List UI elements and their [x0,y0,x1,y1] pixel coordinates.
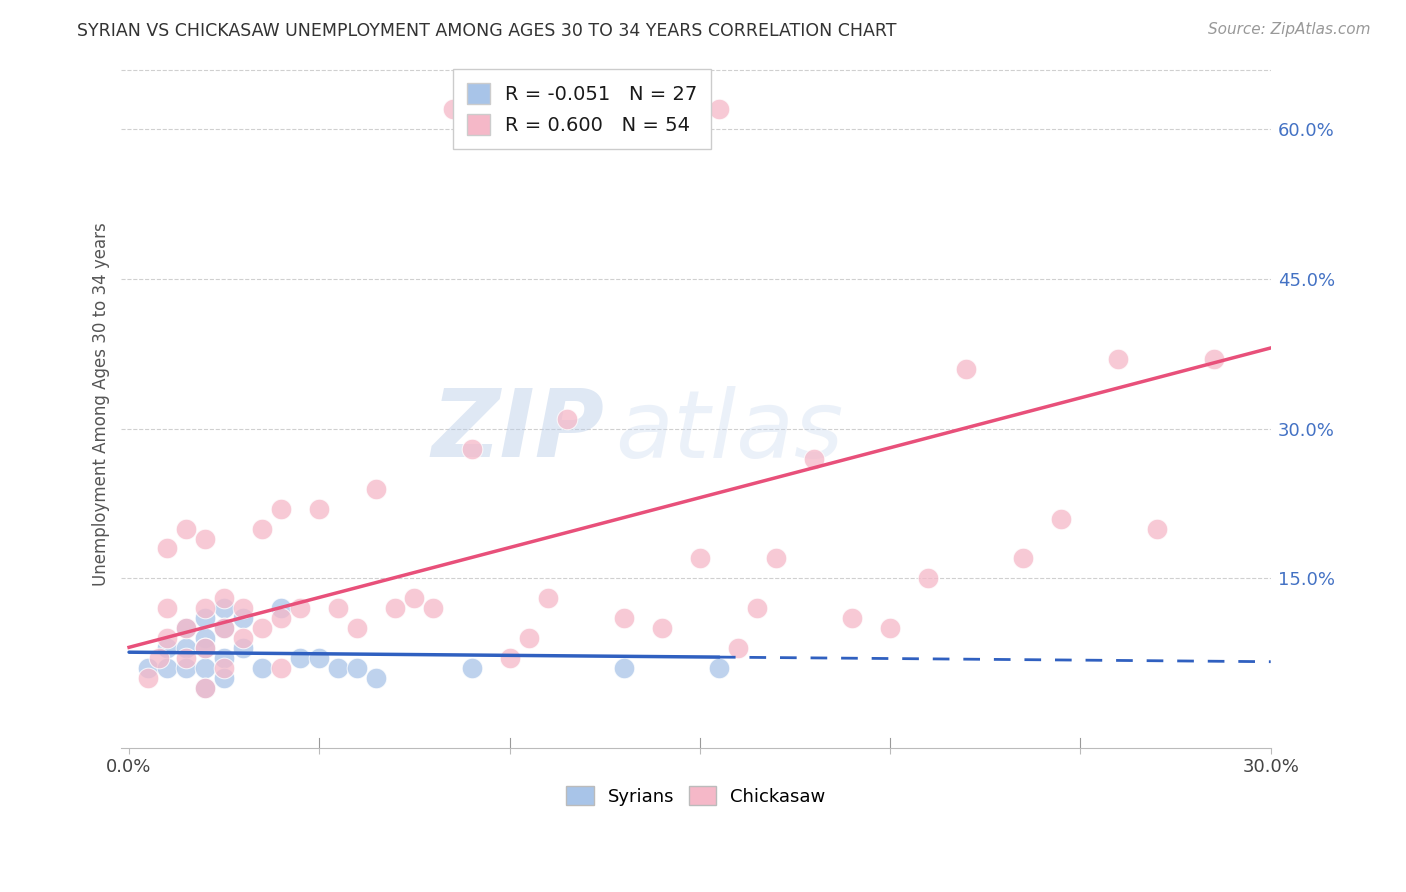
Point [174,641,197,656]
Point [174,522,197,536]
Point [841,611,863,625]
Point [212,601,235,615]
Point [148,651,170,665]
Text: ZIP: ZIP [432,385,605,477]
Point [422,601,444,615]
Point [194,681,217,695]
Point [404,591,426,606]
Point [346,621,368,635]
Point [308,651,330,665]
Point [308,501,330,516]
Point [232,601,254,615]
Point [328,661,350,675]
Point [346,661,368,675]
Point [270,611,292,625]
Point [156,541,179,556]
Point [613,661,636,675]
Point [174,651,197,665]
Point [232,632,254,646]
Point [631,103,654,117]
Point [1012,551,1035,566]
Point [613,611,636,625]
Point [252,621,274,635]
Point [955,362,977,376]
Point [270,501,292,516]
Point [765,551,787,566]
Point [194,611,217,625]
Point [1107,351,1129,366]
Point [212,651,235,665]
Point [232,611,254,625]
Point [290,601,312,615]
Text: Source: ZipAtlas.com: Source: ZipAtlas.com [1208,22,1371,37]
Y-axis label: Unemployment Among Ages 30 to 34 years: Unemployment Among Ages 30 to 34 years [93,222,110,586]
Point [136,661,159,675]
Point [366,482,388,496]
Point [212,621,235,635]
Point [156,661,179,675]
Point [537,591,560,606]
Point [460,442,482,456]
Point [156,641,179,656]
Point [194,641,217,656]
Point [194,532,217,546]
Point [745,601,768,615]
Point [441,103,464,117]
Point [917,571,939,585]
Point [328,601,350,615]
Point [290,651,312,665]
Point [194,632,217,646]
Point [194,641,217,656]
Point [366,671,388,685]
Point [156,601,179,615]
Point [727,641,749,656]
Point [156,632,179,646]
Point [384,601,406,615]
Point [689,551,711,566]
Point [174,621,197,635]
Point [136,671,159,685]
Legend: Syrians, Chickasaw: Syrians, Chickasaw [557,777,835,814]
Point [517,632,540,646]
Point [460,661,482,675]
Point [212,621,235,635]
Point [1202,351,1225,366]
Point [212,671,235,685]
Point [212,591,235,606]
Point [555,411,578,425]
Point [174,621,197,635]
Point [270,661,292,675]
Point [651,621,673,635]
Point [270,601,292,615]
Point [194,661,217,675]
Point [707,661,730,675]
Point [1050,511,1073,525]
Point [803,451,825,466]
Point [879,621,901,635]
Point [232,641,254,656]
Point [194,601,217,615]
Text: atlas: atlas [616,386,844,477]
Point [1146,522,1168,536]
Point [252,522,274,536]
Point [174,661,197,675]
Point [498,651,520,665]
Point [212,661,235,675]
Point [194,681,217,695]
Text: SYRIAN VS CHICKASAW UNEMPLOYMENT AMONG AGES 30 TO 34 YEARS CORRELATION CHART: SYRIAN VS CHICKASAW UNEMPLOYMENT AMONG A… [77,22,897,40]
Point [252,661,274,675]
Point [707,103,730,117]
